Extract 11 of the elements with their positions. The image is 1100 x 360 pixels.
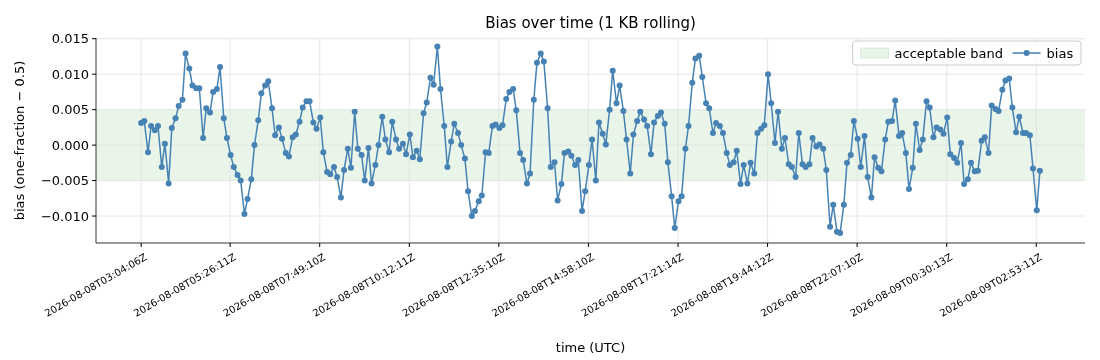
y-tick-label: 0.015 [51,31,89,47]
y-tick-label: 0.005 [51,102,89,118]
y-tick-label: 0.010 [51,66,89,82]
y-tick-label: −0.010 [40,208,89,224]
legend-label: acceptable band [894,45,1003,61]
chart-title: Bias over time (1 KB rolling) [485,14,696,32]
y-tick-label: 0.000 [51,137,89,153]
y-tick-label: −0.005 [40,173,89,189]
x-axis-title: time (UTC) [555,340,626,355]
y-axis-title: bias (one-fraction − 0.5) [12,60,27,221]
legend-label: bias [1046,45,1074,61]
